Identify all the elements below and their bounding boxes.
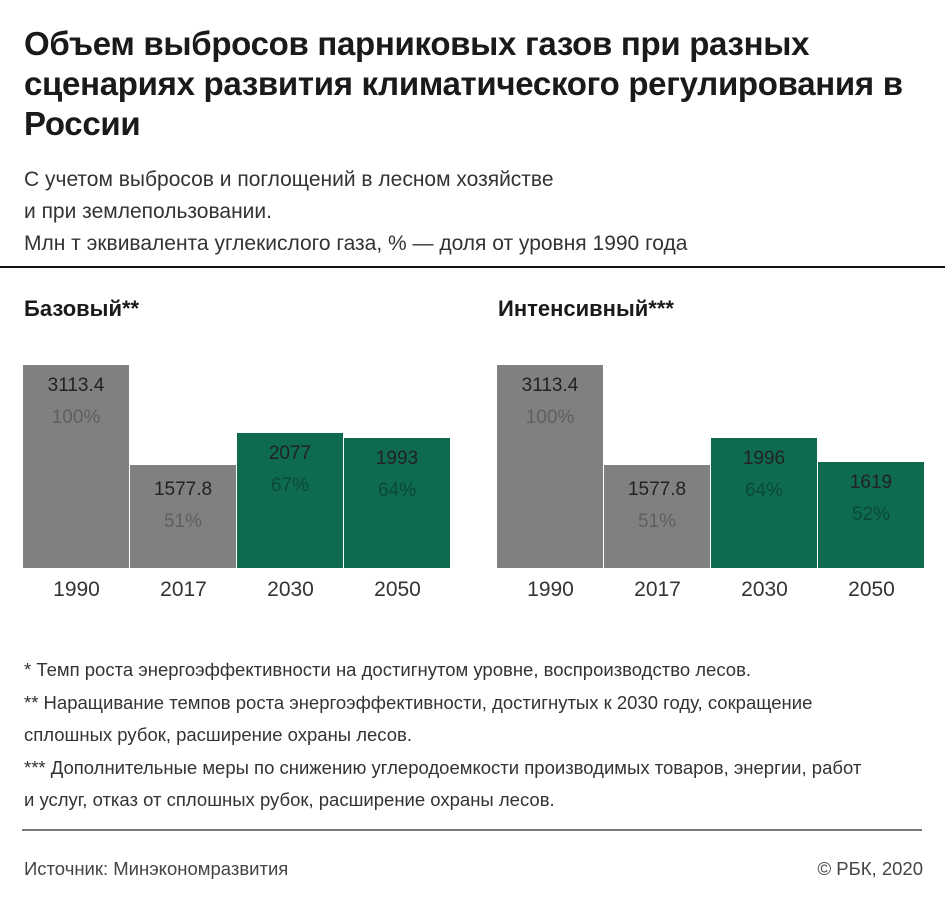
source: Источник: Минэкономразвития (24, 858, 289, 879)
x-tick-label: 2017 (634, 578, 681, 601)
value-label: 3113.4 (47, 375, 105, 396)
value-label: 1577.8 (627, 479, 687, 501)
footnote: *** Дополнительные меры по снижению угле… (24, 756, 862, 811)
copyright: © РБК, 2020 (817, 858, 923, 879)
percent-label: 100% (51, 407, 101, 428)
value-label: 1577.8 (153, 479, 213, 501)
percent-label: 100% (525, 407, 575, 428)
percent-label: 51% (163, 511, 203, 533)
x-tick-label: 1990 (53, 578, 100, 601)
percent-label: 64% (744, 479, 784, 501)
x-tick-label: 2030 (267, 578, 314, 601)
percent-label: 51% (637, 511, 677, 533)
x-tick-label: 2050 (374, 578, 421, 601)
value-label: 2077 (268, 442, 312, 464)
subtitle: С учетом выбросов и поглощений в лесном … (24, 164, 924, 260)
bar-chart-base: 3113.4 100% 1990 1577.8 51% 2017 2077 67% 2030 19… (23, 340, 453, 620)
bar-2017: 1577.8 51% (130, 465, 237, 568)
bar-2050: 1993 64% (344, 438, 451, 568)
percent-label: 64% (377, 480, 417, 502)
x-tick-label: 2050 (848, 578, 895, 601)
bar-chart-intensive: 3113.4 100% 1990 1577.8 51% 2017 1996 64% 2030 16… (497, 340, 927, 620)
bar-2017: 1577.8 51% (604, 465, 711, 568)
chart-title-base: Базовый** (24, 296, 140, 321)
percent-label: 67% (270, 474, 310, 496)
percent-label: 52% (851, 504, 891, 526)
x-tick-label: 2030 (741, 578, 788, 601)
chart-title: Объем выбросов парниковых газов при разн… (24, 25, 903, 142)
footnote: * Темп роста энергоэффективности на дост… (24, 659, 752, 680)
x-tick-label: 1990 (527, 578, 574, 601)
value-label: 3113.4 (521, 375, 579, 396)
value-label: 1993 (375, 448, 419, 470)
bar-2030: 1996 64% (711, 437, 818, 568)
subtitle-line: С учетом выбросов и поглощений в лесном … (24, 168, 554, 191)
bar-2050: 1619 52% (818, 462, 925, 568)
value-label: 1996 (742, 447, 786, 469)
x-tick-label: 2017 (160, 578, 207, 601)
bar-1990: 3113.4 100% (23, 365, 130, 568)
bar-1990: 3113.4 100% (497, 365, 604, 568)
chart-title-intensive: Интенсивный*** (498, 296, 674, 321)
divider (0, 266, 945, 268)
footnotes: * Темп роста энергоэффективности на дост… (24, 654, 924, 817)
bar-2030: 2077 67% (237, 432, 344, 568)
footer-divider (22, 829, 922, 831)
footnote: ** Наращивание темпов роста энергоэффект… (24, 691, 813, 746)
subtitle-line: Млн т эквивалента углекислого газа, % — … (24, 232, 688, 255)
value-label: 1619 (849, 472, 893, 494)
subtitle-line: и при землепользовании. (24, 200, 272, 223)
